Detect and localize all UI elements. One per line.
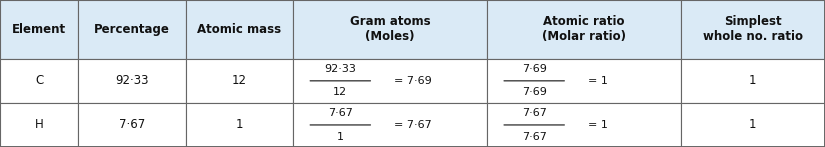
Text: 7·69: 7·69 — [521, 87, 547, 97]
Bar — [293, 59, 487, 103]
Bar — [293, 0, 487, 59]
Bar — [186, 103, 293, 147]
Text: Element: Element — [12, 23, 66, 36]
Text: 7·67: 7·67 — [119, 118, 145, 131]
Text: 12: 12 — [333, 87, 347, 97]
Bar — [78, 103, 186, 147]
Bar — [186, 59, 293, 103]
Text: 7·67: 7·67 — [328, 108, 353, 118]
Text: Gram atoms
(Moles): Gram atoms (Moles) — [350, 15, 430, 43]
Text: Percentage: Percentage — [94, 23, 170, 36]
Text: 1: 1 — [235, 118, 243, 131]
Bar — [681, 103, 825, 147]
Text: Atomic ratio
(Molar ratio): Atomic ratio (Molar ratio) — [542, 15, 625, 43]
Bar — [0, 59, 78, 103]
Text: 7·67: 7·67 — [521, 132, 547, 142]
Text: 7·67: 7·67 — [521, 108, 547, 118]
Text: H: H — [35, 118, 44, 131]
Text: 1: 1 — [749, 118, 757, 131]
Bar — [293, 103, 487, 147]
Text: 1: 1 — [749, 74, 757, 87]
Text: 1: 1 — [337, 132, 344, 142]
Bar — [78, 59, 186, 103]
Bar — [681, 0, 825, 59]
Text: 92·33: 92·33 — [324, 64, 356, 74]
Bar — [0, 0, 78, 59]
Text: 12: 12 — [232, 74, 247, 87]
Bar — [681, 59, 825, 103]
Text: = 1: = 1 — [587, 120, 608, 130]
Bar — [487, 103, 681, 147]
Text: Simplest
whole no. ratio: Simplest whole no. ratio — [703, 15, 803, 43]
Bar — [0, 103, 78, 147]
Text: = 1: = 1 — [587, 76, 608, 86]
Text: = 7·69: = 7·69 — [394, 76, 431, 86]
Bar — [78, 0, 186, 59]
Bar — [186, 0, 293, 59]
Bar — [487, 59, 681, 103]
Text: 92·33: 92·33 — [116, 74, 148, 87]
Text: = 7·67: = 7·67 — [394, 120, 431, 130]
Bar — [487, 0, 681, 59]
Text: C: C — [35, 74, 43, 87]
Text: 7·69: 7·69 — [521, 64, 547, 74]
Text: Atomic mass: Atomic mass — [197, 23, 281, 36]
